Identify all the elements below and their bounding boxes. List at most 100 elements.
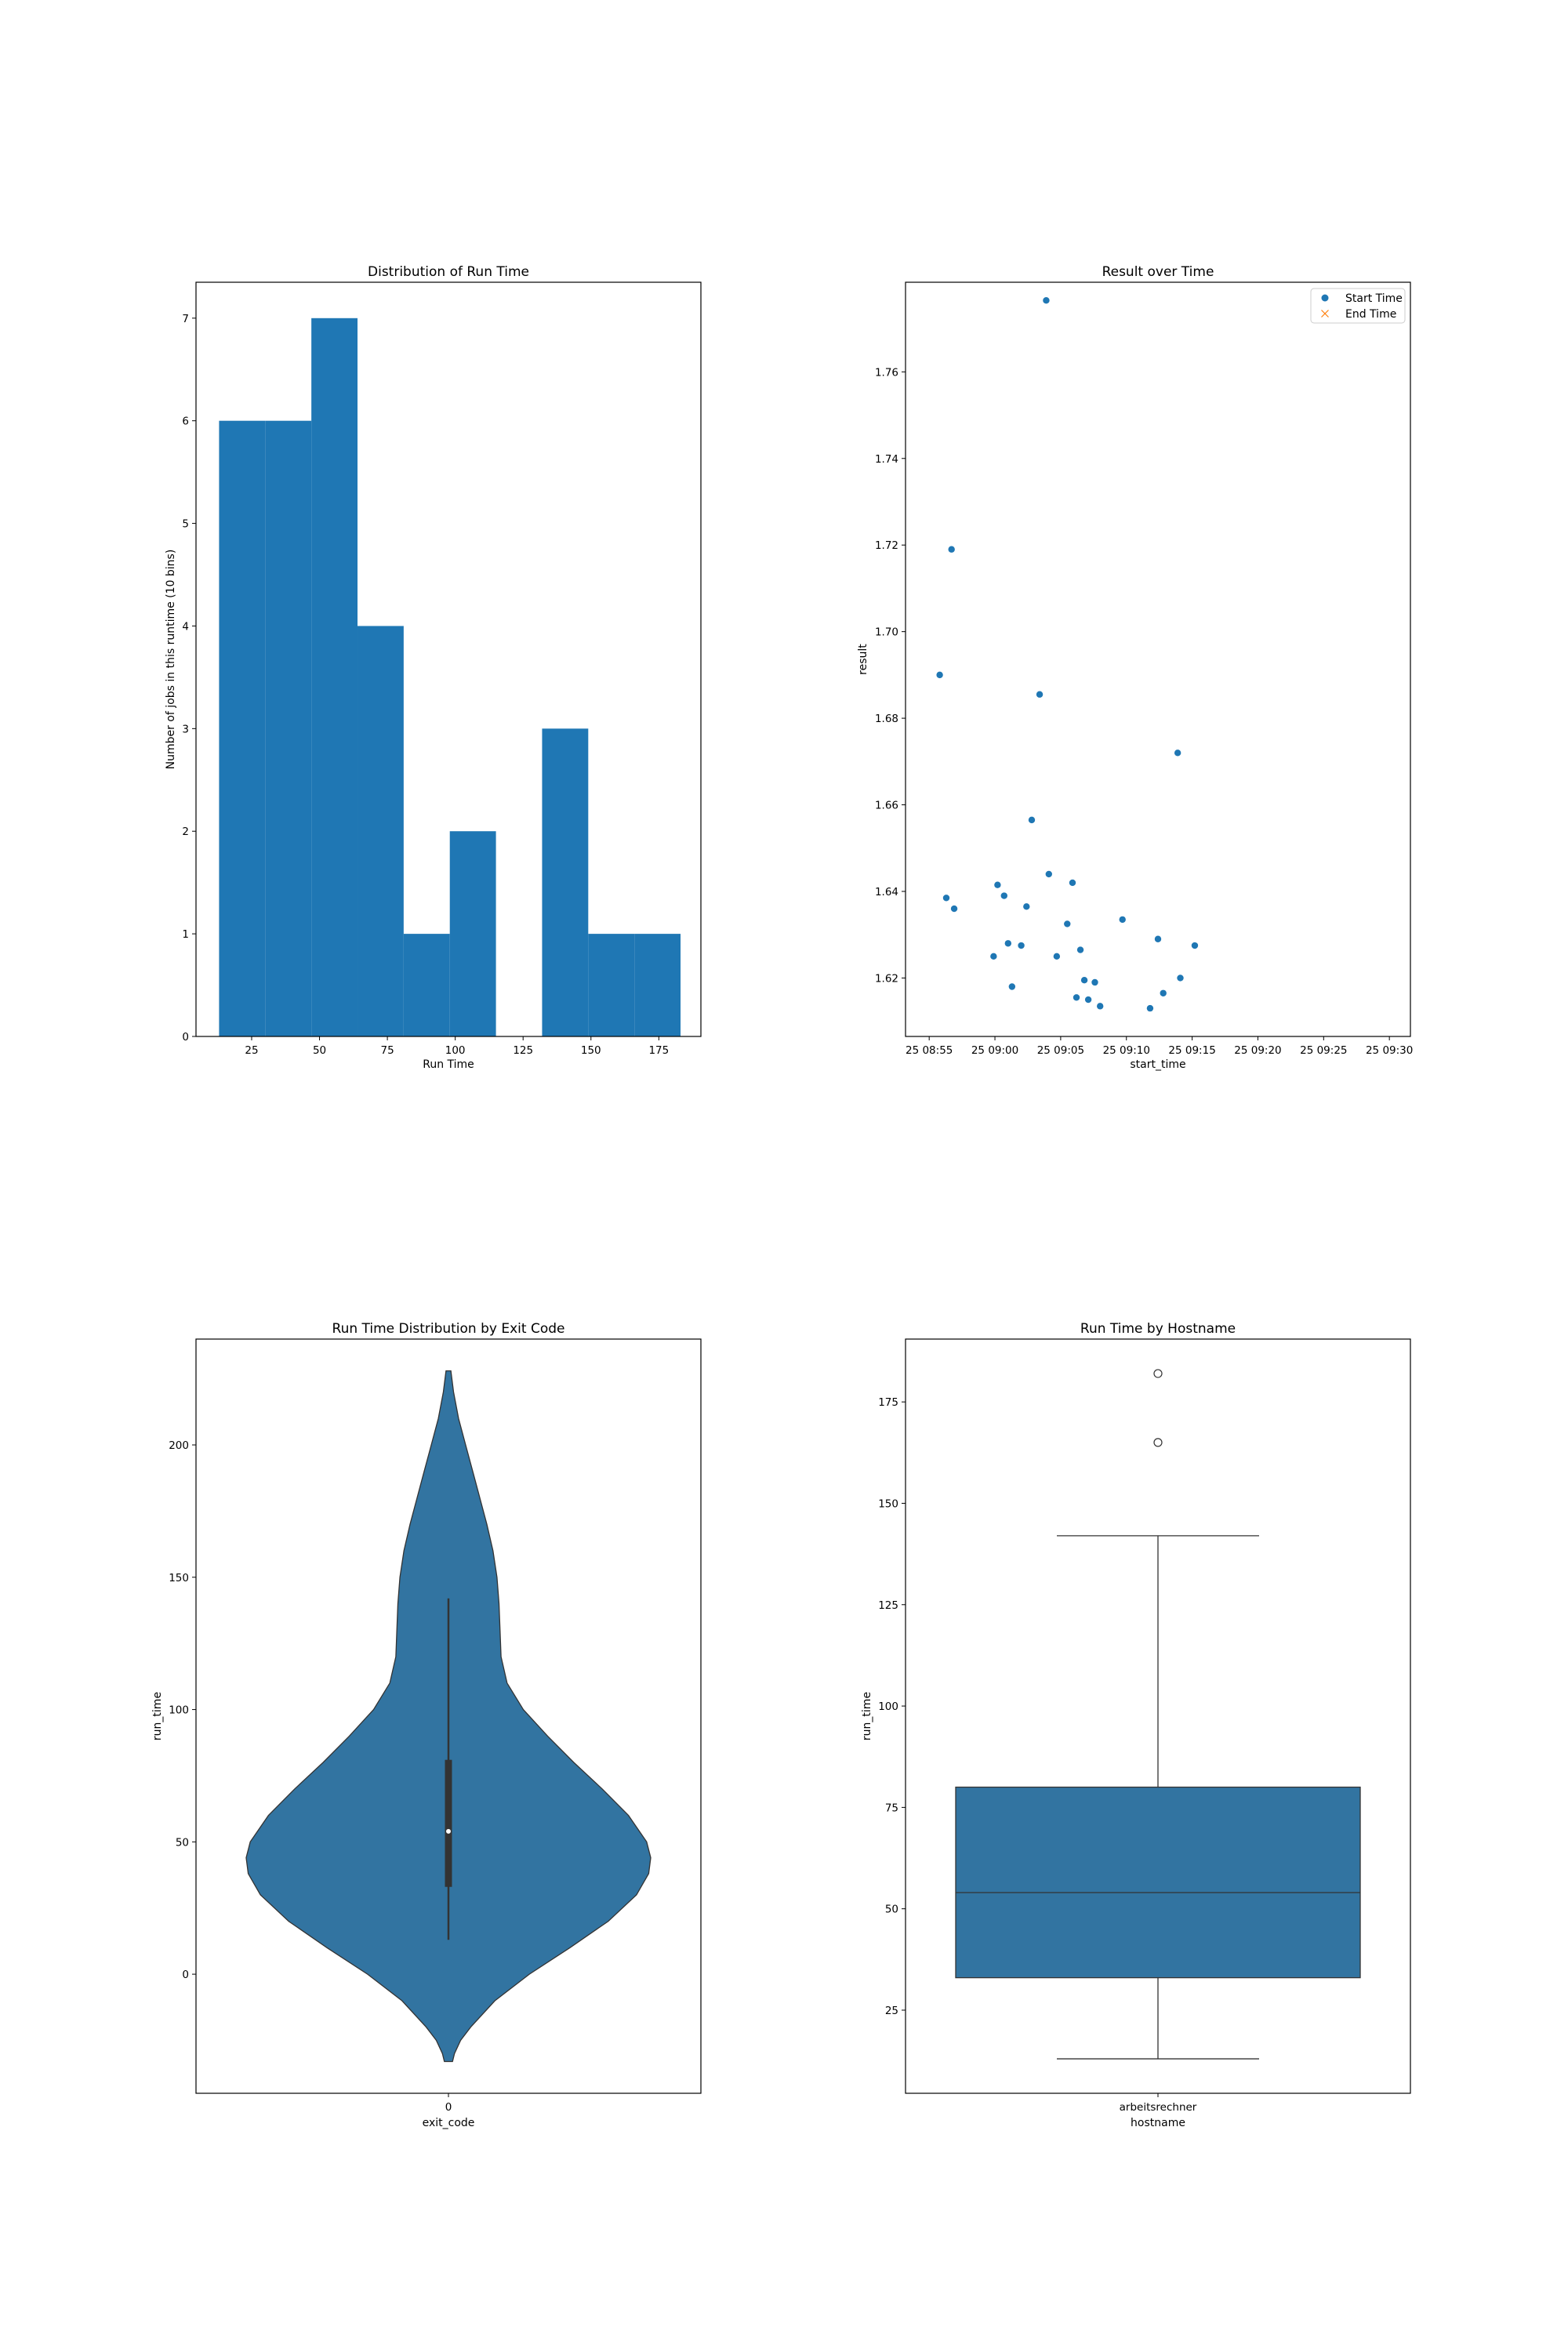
violin-y-label: run_time: [151, 1692, 164, 1740]
boxplot-y-ticks: 25 50 75 100 125 150 175: [878, 1396, 906, 2017]
start-time-point: [1160, 989, 1167, 996]
scatter-title: Result over Time: [1102, 264, 1214, 280]
boxplot-x-label: hostname: [1131, 2117, 1185, 2129]
legend-end-marker: [1321, 310, 1329, 318]
start-time-point: [942, 895, 950, 902]
start-time-point: [1091, 978, 1098, 986]
start-time-point: [1036, 691, 1044, 698]
start-time-point: [1146, 1004, 1154, 1012]
start-time-point: [1174, 750, 1181, 757]
legend-start-marker: [1321, 294, 1329, 302]
start-time-point: [1191, 942, 1199, 949]
x-tick-label: arbeitsrechner: [1120, 2101, 1197, 2114]
start-time-point: [994, 881, 1001, 888]
histogram-bar: [542, 728, 589, 1036]
histogram-panel: Distribution of Run Time 25 50 75 100 125 150…: [165, 264, 702, 1071]
y-tick-label: 25: [885, 2005, 898, 2017]
histogram-bar: [403, 934, 450, 1036]
boxplot-title: Run Time by Hostname: [1080, 1321, 1236, 1337]
boxplot-x-ticks: arbeitsrechner: [1120, 2093, 1197, 2114]
violin-median: [446, 1828, 451, 1834]
y-tick-label: 1.66: [875, 800, 898, 812]
scatter-x-ticks: 25 08:55 25 09:00 25 09:05 25 09:10 25 09:15…: [906, 1036, 1413, 1057]
start-time-point: [990, 953, 997, 960]
start-time-point: [1084, 996, 1092, 1004]
start-time-point: [1045, 870, 1053, 878]
start-time-point: [1073, 994, 1080, 1001]
scatter-x-label: start_time: [1130, 1058, 1185, 1071]
start-time-point: [1028, 816, 1036, 824]
y-tick-label: 75: [885, 1802, 898, 1814]
histogram-bar: [358, 626, 404, 1036]
histogram-y-ticks: 0 1 2 3 4 5 6 7: [182, 313, 196, 1044]
y-tick-label: 1.68: [875, 713, 898, 725]
start-time-point: [1154, 935, 1162, 942]
y-tick-label: 1.62: [875, 972, 898, 985]
iqr-box: [955, 1786, 1361, 1979]
histogram-y-label: Number of jobs in this runtime (10 bins): [165, 550, 177, 770]
outlier-point: [1153, 1369, 1163, 1378]
y-tick-label: 175: [878, 1396, 898, 1409]
legend-box: [1310, 288, 1406, 324]
start-time-point: [1097, 1003, 1104, 1010]
y-tick-label: 1.64: [875, 886, 898, 898]
x-tick-label: 100: [445, 1044, 466, 1057]
start-time-point: [1023, 903, 1030, 910]
start-time-point: [1064, 920, 1071, 927]
histogram-bar: [311, 318, 358, 1036]
y-tick-label: 6: [182, 416, 189, 428]
y-tick-label: 1: [182, 928, 189, 941]
histogram-bar: [449, 831, 496, 1036]
x-tick-label: 25 09:15: [1168, 1044, 1215, 1057]
y-tick-label: 3: [182, 723, 189, 735]
start-time-point: [950, 905, 958, 913]
start-time-point: [1004, 940, 1012, 947]
start-time-point: [1018, 942, 1025, 949]
y-tick-label: 50: [885, 1904, 898, 1916]
y-tick-label: 150: [169, 1572, 189, 1584]
histogram-bar: [588, 934, 635, 1036]
x-tick-label: 25 09:00: [971, 1044, 1018, 1057]
start-time-point: [1177, 975, 1184, 982]
y-tick-label: 0: [182, 1031, 189, 1044]
violin-frame: [195, 1338, 702, 2094]
y-tick-label: 2: [182, 826, 189, 838]
violin-y-ticks: 0 50 100 150 200: [169, 1439, 196, 1981]
histogram-bar: [634, 934, 681, 1036]
y-tick-label: 1.70: [875, 626, 898, 639]
y-tick-label: 50: [176, 1836, 189, 1849]
x-tick-label: 25 09:05: [1037, 1044, 1084, 1057]
start-time-point: [1008, 983, 1016, 990]
x-tick-label: 0: [445, 2101, 452, 2114]
violin-x-label: exit_code: [423, 2117, 475, 2129]
histogram-title: Distribution of Run Time: [368, 264, 529, 280]
x-tick-label: 25 09:25: [1300, 1044, 1347, 1057]
y-tick-label: 125: [878, 1599, 898, 1612]
y-tick-label: 100: [169, 1704, 189, 1717]
boxplot-y-label: run_time: [861, 1692, 873, 1740]
y-tick-label: 200: [169, 1439, 189, 1452]
y-tick-label: 1.72: [875, 539, 898, 552]
boxplot-frame: [905, 1338, 1411, 2094]
scatter-panel: Result over Time 25 08:55 25 09:00 25 09:0…: [857, 264, 1413, 1071]
histogram-frame: [195, 281, 702, 1037]
scatter-y-ticks: 1.62 1.64 1.66 1.68 1.70 1.72 1.74 1.76: [875, 366, 906, 985]
start-time-point: [948, 546, 955, 553]
start-time-point: [1000, 892, 1007, 899]
violin-panel: Run Time Distribution by Exit Code 0 0 50…: [151, 1321, 702, 2129]
y-tick-label: 1.74: [875, 453, 898, 466]
x-tick-label: 25 08:55: [906, 1044, 953, 1057]
start-time-point: [1076, 946, 1084, 953]
x-tick-label: 175: [648, 1044, 669, 1057]
y-tick-label: 0: [182, 1969, 189, 1981]
boxplot-panel: Run Time by Hostname arbeitsrechner 25 50…: [861, 1321, 1411, 2129]
x-tick-label: 125: [513, 1044, 533, 1057]
violin-x-ticks: 0: [445, 2093, 452, 2114]
y-tick-label: 150: [878, 1497, 898, 1510]
y-tick-label: 7: [182, 313, 189, 325]
scatter-y-label: result: [857, 644, 869, 675]
y-tick-label: 5: [182, 518, 189, 531]
start-time-point: [1069, 879, 1076, 887]
